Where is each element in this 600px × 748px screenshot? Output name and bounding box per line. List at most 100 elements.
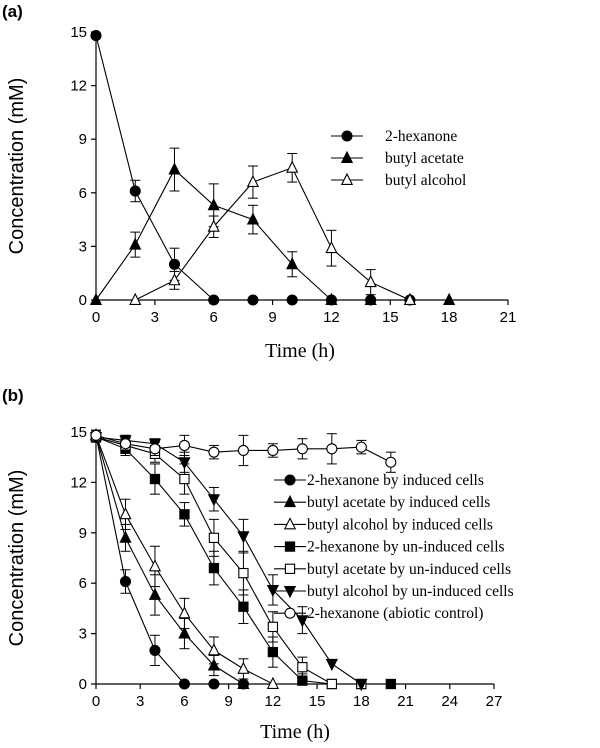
legend-label: butyl alcohol by induced cells xyxy=(307,516,493,533)
data-point xyxy=(179,473,190,485)
series-line xyxy=(95,435,244,685)
data-point xyxy=(119,575,132,588)
series-butyl-alcohol xyxy=(129,152,416,305)
data-point xyxy=(129,185,141,197)
data-point xyxy=(208,532,220,543)
legend-item: 2-hexanone xyxy=(331,128,457,145)
data-point xyxy=(178,678,190,690)
data-point xyxy=(325,240,338,254)
series-2-hexanone-abiotic-control- xyxy=(90,429,397,473)
series-line xyxy=(95,436,362,685)
x-tick-label: 9 xyxy=(224,693,232,710)
data-point xyxy=(129,237,142,250)
legend-marker xyxy=(340,172,354,185)
legend-item: 2-hexanone by un-induced cells xyxy=(274,539,505,556)
x-tick-label: 18 xyxy=(353,693,370,710)
x-tick-label: 3 xyxy=(136,693,144,710)
data-point xyxy=(325,292,338,305)
axes: 0 3 6 9 12 15 18 21 24 27 0 3 6 9 12 15 xyxy=(70,424,502,710)
axes: 0 3 6 9 12 15 18 21 0 3 6 9 12 15 xyxy=(70,24,516,326)
legend-marker xyxy=(283,586,297,599)
legend-marker xyxy=(283,517,297,530)
data-point xyxy=(246,174,260,188)
legend-label: butyl acetate by un-induced cells xyxy=(307,561,511,578)
legend-marker xyxy=(283,494,297,508)
legend-item: butyl alcohol by induced cells xyxy=(274,516,493,533)
data-point xyxy=(297,662,308,673)
data-point xyxy=(238,567,249,579)
data-point xyxy=(355,679,368,692)
data-point xyxy=(178,439,190,451)
data-point xyxy=(237,444,249,457)
legend-item: 2-hexanone by induced cells xyxy=(274,472,484,489)
y-axis-title-a: Concentration (mM) xyxy=(6,78,28,255)
data-point xyxy=(119,507,132,520)
data-point xyxy=(129,292,142,305)
x-axis-title-a: Time (h) xyxy=(265,340,335,362)
data-point xyxy=(208,294,220,306)
y-tick-label: 15 xyxy=(70,24,87,41)
data-point xyxy=(208,562,220,574)
data-point xyxy=(237,531,250,544)
legend-label: 2-hexanone by un-induced cells xyxy=(307,539,505,556)
data-point xyxy=(238,601,249,612)
data-point xyxy=(267,444,279,457)
y-axis-title-b: Concentration (mM) xyxy=(6,470,28,647)
legend-label: butyl alcohol by un-induced cells xyxy=(307,583,514,600)
y-tick-label: 12 xyxy=(70,474,87,491)
legend-label: butyl acetate by induced cells xyxy=(307,494,490,511)
data-point xyxy=(207,494,221,507)
data-point xyxy=(443,292,456,305)
data-point xyxy=(168,162,181,175)
data-point xyxy=(385,456,397,468)
y-tick-label: 12 xyxy=(70,78,87,95)
data-point xyxy=(286,160,299,173)
data-point xyxy=(364,274,377,288)
legend-label: butyl acetate xyxy=(385,150,464,167)
legend: 2-hexanone butyl acetate butyl alcohol xyxy=(331,128,466,189)
y-tick-label: 9 xyxy=(79,131,87,148)
x-tick-label: 0 xyxy=(92,693,100,710)
data-point xyxy=(168,258,181,270)
y-tick-label: 0 xyxy=(79,676,87,693)
legend-label: 2-hexanone (abiotic control) xyxy=(307,605,483,622)
series-line xyxy=(134,167,411,301)
data-point xyxy=(326,443,338,455)
data-point xyxy=(207,198,220,211)
series-2-hexanone-by-induced-cells xyxy=(90,429,249,690)
data-point xyxy=(178,626,191,639)
x-tick-label: 0 xyxy=(92,309,100,326)
data-point xyxy=(168,273,181,286)
data-point xyxy=(247,294,259,306)
x-tick-label: 15 xyxy=(309,693,326,710)
data-point xyxy=(148,559,162,572)
y-tick-label: 3 xyxy=(79,238,87,255)
x-tick-label: 24 xyxy=(441,693,458,710)
data-point xyxy=(364,292,377,305)
data-point xyxy=(237,676,250,689)
panel-label-a: (a) xyxy=(2,2,23,21)
y-tick-label: 6 xyxy=(79,575,87,592)
data-point xyxy=(296,615,309,628)
legend: 2-hexanone by induced cells butyl acetate… xyxy=(274,472,514,622)
data-point xyxy=(90,429,102,441)
y-tick-label: 0 xyxy=(79,292,87,309)
x-tick-label: 15 xyxy=(382,309,399,326)
legend-label: 2-hexanone xyxy=(385,128,457,145)
x-tick-label: 12 xyxy=(323,309,340,326)
y-tick-label: 15 xyxy=(70,424,87,441)
legend-marker xyxy=(284,541,296,552)
data-point xyxy=(246,212,260,225)
x-axis-title-b: Time (h) xyxy=(260,721,330,743)
x-tick-label: 12 xyxy=(265,693,282,710)
data-point xyxy=(148,587,162,600)
data-point xyxy=(119,438,132,450)
x-tick-label: 6 xyxy=(180,693,188,710)
legend-item: butyl alcohol by un-induced cells xyxy=(274,583,514,600)
data-point xyxy=(296,443,308,455)
data-point xyxy=(178,457,191,470)
data-point xyxy=(237,661,250,674)
data-point xyxy=(89,292,103,305)
data-point xyxy=(355,441,367,453)
